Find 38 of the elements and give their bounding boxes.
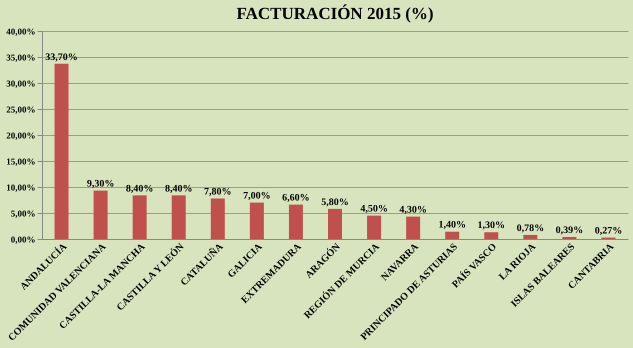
bar: [445, 232, 460, 239]
bar: [172, 195, 186, 239]
data-label: 9,30%: [86, 178, 114, 190]
bar: [94, 190, 108, 239]
bar: [367, 216, 382, 239]
data-label: 1,40%: [438, 220, 466, 231]
y-tick-label: 20,00%: [6, 130, 36, 140]
y-tick-label: 15,00%: [6, 156, 36, 166]
data-label: 4,30%: [399, 204, 427, 216]
data-label: 1,30%: [478, 220, 506, 232]
data-label: 8,40%: [126, 183, 154, 194]
y-tick-label: 40,00%: [6, 26, 36, 36]
chart-title: FACTURACIÓN 2015 (%): [236, 4, 434, 23]
y-tick-label: 30,00%: [6, 78, 36, 88]
bar: [250, 202, 264, 239]
data-label: 8,40%: [164, 183, 192, 194]
bar: [328, 208, 342, 239]
y-tick-label: 5,00%: [10, 208, 36, 218]
y-tick-label: 35,00%: [6, 52, 36, 62]
data-label: 4,50%: [360, 204, 388, 215]
data-label: 6,60%: [282, 192, 310, 204]
bar: [406, 216, 420, 239]
data-label: 0,39%: [556, 224, 584, 236]
data-label: 7,00%: [243, 190, 271, 202]
bar: [523, 234, 538, 239]
data-label: 33,70%: [45, 52, 78, 63]
data-label: 0,27%: [594, 226, 622, 237]
bar: [132, 195, 147, 239]
y-tick-label: 10,00%: [6, 182, 36, 192]
bar: [54, 64, 69, 239]
bar: [210, 198, 225, 239]
y-tick-label: 0,00%: [10, 234, 36, 244]
data-label: 7,80%: [204, 186, 232, 198]
data-label: 5,80%: [321, 196, 349, 208]
bar: [288, 204, 303, 239]
data-label: 0,78%: [516, 222, 544, 234]
bar: [484, 232, 498, 239]
y-tick-label: 25,00%: [6, 104, 36, 114]
